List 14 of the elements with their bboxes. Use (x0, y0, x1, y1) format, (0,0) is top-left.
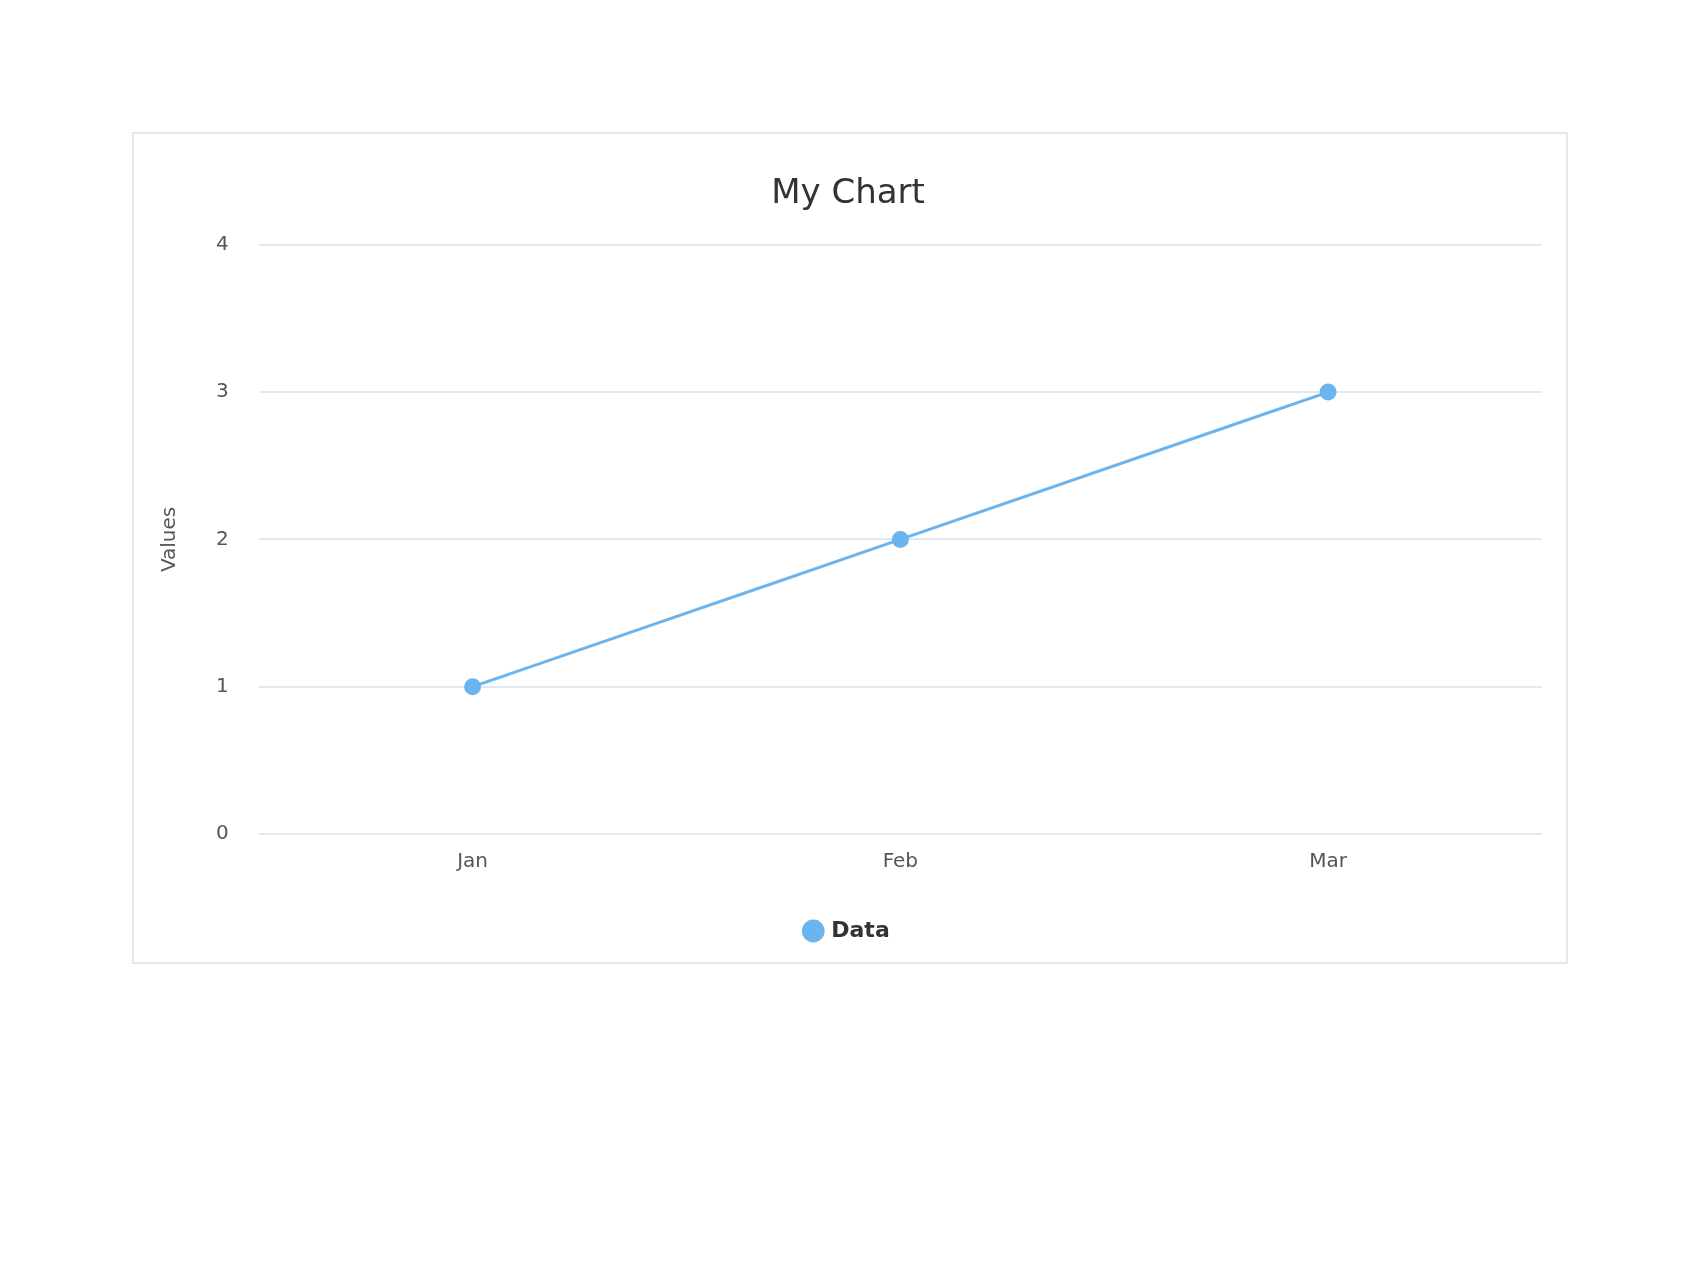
y-tick-label: 0 (215, 820, 229, 845)
point (891, 530, 909, 548)
x-tick-label: Mar (1309, 848, 1348, 873)
legend-label: Data (831, 916, 890, 942)
chart-title: My Chart (771, 171, 925, 212)
y-tick-label: 2 (215, 525, 229, 550)
y-tick-label: 3 (215, 378, 229, 403)
point (464, 678, 482, 696)
x-tick-label: Jan (455, 848, 489, 873)
y-tick-label: 1 (215, 672, 229, 697)
x-tick-label: Feb (882, 848, 919, 873)
y-axis-title: Values (156, 506, 181, 573)
y-tick-label: 4 (215, 231, 229, 255)
point (1319, 383, 1337, 401)
